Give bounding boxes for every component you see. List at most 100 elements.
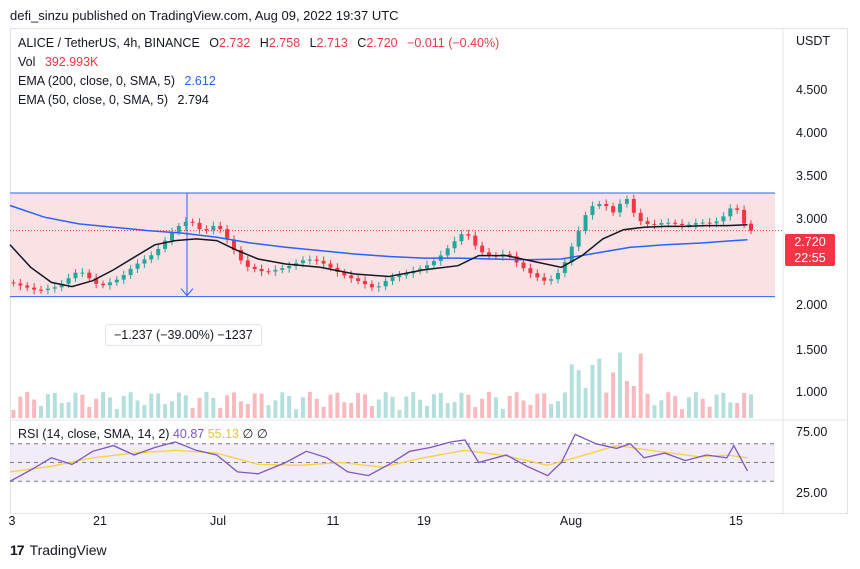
candle-body: [73, 272, 78, 279]
volume-bar: [542, 393, 547, 418]
volume-bar: [238, 401, 243, 418]
rsi-axis-label: 75.00: [796, 425, 828, 439]
volume-bar: [638, 353, 643, 418]
candle-body: [183, 221, 188, 226]
volume-bar: [535, 393, 540, 418]
time-axis-label: 21: [93, 514, 107, 528]
volume-bar: [273, 400, 278, 418]
candle-body: [542, 277, 547, 281]
legend-l-label: L: [309, 36, 317, 50]
candle-body: [507, 254, 512, 257]
volume-bar: [652, 405, 657, 418]
volume-bar: [645, 393, 650, 418]
volume-bar: [328, 394, 333, 418]
rsi-extra: ∅ ∅: [242, 427, 268, 441]
candle-body: [307, 259, 312, 261]
volume-bar: [487, 392, 492, 418]
volume-bar: [259, 393, 264, 418]
volume-bar: [693, 392, 698, 418]
candle-body: [597, 204, 602, 207]
volume-bar: [169, 401, 174, 418]
volume-bar: [362, 394, 367, 418]
candle-body: [459, 234, 464, 242]
volume-bar: [225, 395, 230, 418]
volume-bar: [549, 404, 554, 418]
candle-body: [107, 282, 112, 286]
volume-bar: [369, 406, 374, 418]
volume-bar: [631, 385, 636, 418]
currency-label[interactable]: USDT: [796, 34, 831, 48]
candle-body: [259, 269, 264, 272]
volume-bar: [480, 398, 485, 418]
volume-bar: [128, 392, 133, 418]
legend-ema200-label[interactable]: EMA (200, close, 0, SMA, 5): [18, 74, 176, 88]
volume-bar: [404, 396, 409, 418]
legend-ema50-label[interactable]: EMA (50, close, 0, SMA, 5): [18, 93, 169, 107]
volume-bar: [25, 392, 30, 418]
candle-body: [397, 275, 402, 278]
volume-bar: [590, 364, 595, 418]
candle-body: [425, 265, 430, 269]
volume-bar: [156, 393, 161, 418]
volume-bar: [748, 394, 753, 418]
candle-body: [142, 259, 147, 264]
price-axis-label: 3.500: [796, 169, 828, 183]
candle-body: [273, 269, 278, 272]
candle-body: [369, 284, 374, 288]
volume-bar: [252, 393, 257, 418]
candle-body: [390, 277, 395, 281]
volume-bar: [418, 399, 423, 418]
candle-body: [211, 225, 216, 231]
volume-bar: [624, 381, 629, 418]
rsi-value: 40.87: [172, 427, 205, 441]
volume-bar: [576, 370, 581, 418]
volume-bar: [321, 406, 326, 418]
rsi-label[interactable]: RSI (14, close, SMA, 14, 2): [18, 427, 170, 441]
candle-body: [156, 248, 161, 256]
volume-bar: [562, 392, 567, 418]
legend-symbol[interactable]: ALICE / TetherUS, 4h, BINANCE: [18, 36, 200, 50]
candle-body: [376, 286, 381, 288]
volume-bar: [500, 408, 505, 418]
candle-body: [52, 287, 57, 289]
ema200-line: [9, 204, 748, 261]
tradingview-mark-icon: 17: [10, 542, 25, 558]
last-price: 2.720: [794, 235, 826, 249]
measure-arrow-head: [180, 288, 194, 297]
legend-symbol-row: ALICE / TetherUS, 4h, BINANCE O2.732 H2.…: [18, 34, 499, 53]
legend-open: 2.732: [219, 36, 251, 50]
candle-body: [287, 265, 292, 269]
volume-bar: [555, 401, 560, 418]
legend-vol-value: 392.993K: [44, 55, 99, 69]
volume-bar: [507, 395, 512, 418]
candle-body: [335, 267, 340, 272]
tradingview-name: TradingView: [29, 542, 107, 558]
volume-bar: [611, 372, 616, 418]
rsi-sma-value: 55.13: [207, 427, 239, 441]
volume-bar: [52, 393, 57, 418]
candle-body: [659, 223, 664, 225]
candle-body: [197, 222, 202, 230]
volume-bar: [466, 394, 471, 418]
time-axis-label: 19: [417, 514, 431, 528]
candle-body: [190, 221, 195, 223]
candle-body: [645, 221, 650, 225]
volume-bar: [452, 402, 457, 418]
candle-body: [604, 204, 609, 207]
candle-body: [25, 285, 30, 288]
volume-bar: [266, 405, 271, 418]
legend-ema50-value: 2.794: [177, 93, 209, 107]
candle-body: [480, 245, 485, 253]
legend-close: 2.720: [366, 36, 398, 50]
tradingview-logo[interactable]: 17 TradingView: [10, 542, 107, 558]
candle-body: [576, 230, 581, 247]
candle-body: [114, 279, 119, 283]
candle-body: [176, 225, 181, 233]
volume-bar: [604, 392, 609, 418]
last-price-tag: 2.720 22:55: [785, 234, 835, 266]
candle-body: [666, 222, 671, 224]
legend-vol-label: Vol: [18, 55, 36, 69]
volume-bar: [431, 394, 436, 418]
candle-body: [135, 263, 140, 269]
